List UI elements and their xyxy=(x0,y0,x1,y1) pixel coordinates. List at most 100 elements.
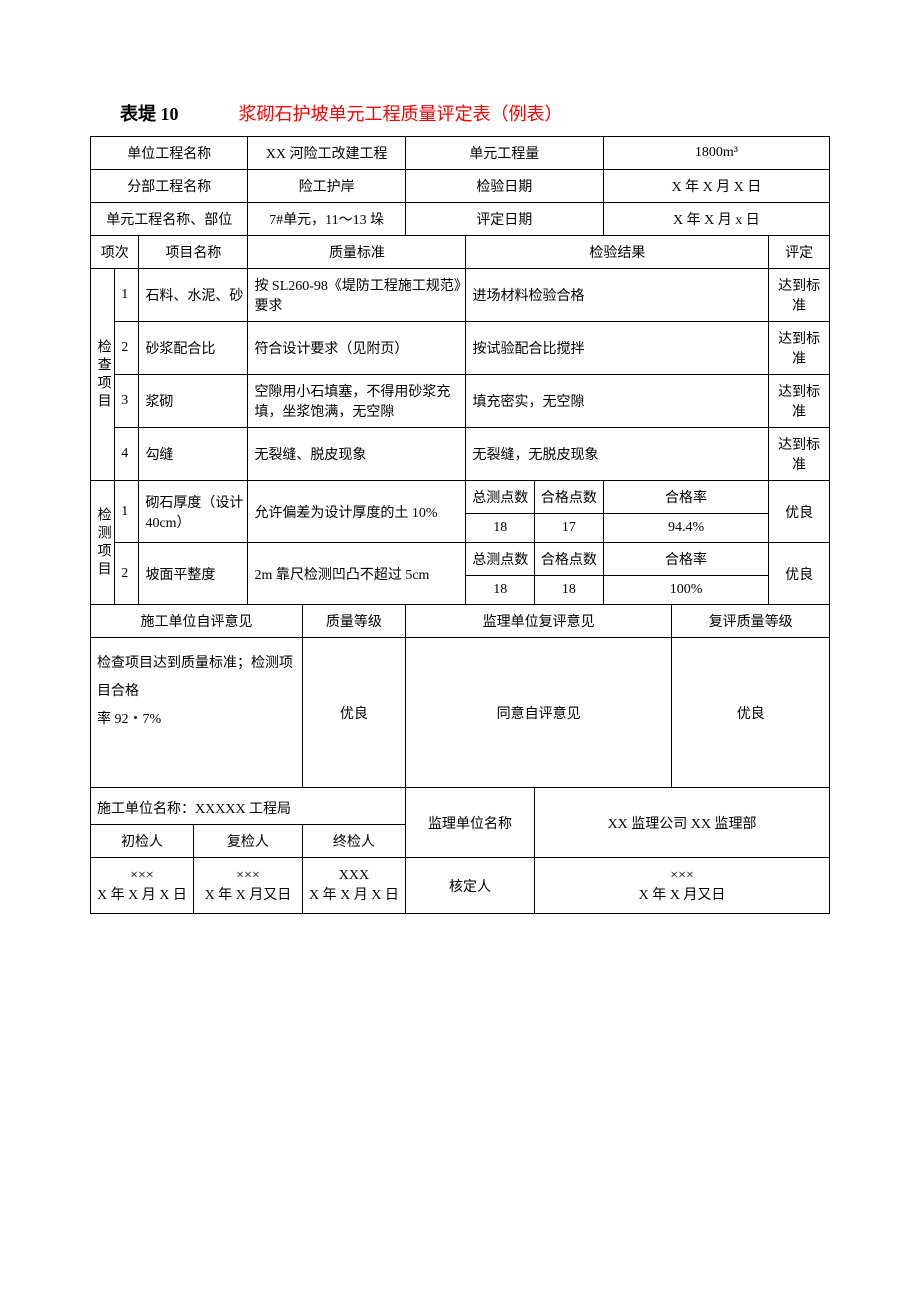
test-section-label: 检测项目 xyxy=(91,481,115,605)
test-1-std: 允许偏差为设计厚度的土 10% xyxy=(248,481,466,543)
test-1-name: 砌石厚度（设计40cm） xyxy=(139,481,248,543)
test-1-rate: 94.4% xyxy=(603,514,769,543)
unit-project-value: XX 河险工改建工程 xyxy=(248,137,405,170)
table-header: 表堤 10 浆砌石护坡单元工程质量评定表（例表） xyxy=(90,100,830,126)
final-label: 终检人 xyxy=(302,825,405,858)
check-row-3: 3 浆砌 空隙用小石填塞，不得用砂浆充填，坐浆饱满，无空隙 填充密实，无空隙 达… xyxy=(91,375,830,428)
contractor-label: 施工单位名称：XXXXX 工程局 xyxy=(91,788,406,825)
check-1-result: 进场材料检验合格 xyxy=(466,269,769,322)
unit-name-value: 7#单元，11～13 垛 xyxy=(248,203,405,236)
sig-verify: ××× X 年 X 月又日 xyxy=(535,858,830,914)
review-grade: 优良 xyxy=(672,638,830,788)
check-row-1: 检查项目 1 石料、水泥、砂 按 SL260-98《堤防工程施工规范》要求 进场… xyxy=(91,269,830,322)
column-header-row: 项次 项目名称 质量标准 检验结果 评定 xyxy=(91,236,830,269)
sig1-date: X 年 X 月 X 日 xyxy=(95,884,189,904)
test-2-rate: 100% xyxy=(603,576,769,605)
check-1-eval: 达到标准 xyxy=(769,269,830,322)
sub-project-label: 分部工程名称 xyxy=(91,170,248,203)
test-row-2a: 2 坡面平整度 2m 靠尺检测凹凸不超过 5cm 总测点数 合格点数 合格率 优… xyxy=(91,543,830,576)
review-grade-label: 复评质量等级 xyxy=(672,605,830,638)
test-1-total: 18 xyxy=(466,514,535,543)
initial-label: 初检人 xyxy=(91,825,194,858)
check-1-n: 1 xyxy=(115,269,139,322)
check-1-name: 石料、水泥、砂 xyxy=(139,269,248,322)
unit-qty-value: 1800m³ xyxy=(603,137,829,170)
check-2-result: 按试验配合比搅拌 xyxy=(466,322,769,375)
info-row-2: 分部工程名称 险工护岸 检验日期 X 年 X 月 X 日 xyxy=(91,170,830,203)
sig3-name: XXX xyxy=(307,868,401,884)
sub-project-value: 险工护岸 xyxy=(248,170,405,203)
sig-recheck: ××× X 年 X 月又日 xyxy=(193,858,302,914)
unit-qty-label: 单元工程量 xyxy=(405,137,603,170)
check-4-result: 无裂缝，无脱皮现象 xyxy=(466,428,769,481)
test-1-n: 1 xyxy=(115,481,139,543)
check-3-eval: 达到标准 xyxy=(769,375,830,428)
check-row-2: 2 砂浆配合比 符合设计要求（见附页） 按试验配合比搅拌 达到标准 xyxy=(91,322,830,375)
check-2-n: 2 xyxy=(115,322,139,375)
test-2-total: 18 xyxy=(466,576,535,605)
check-2-std: 符合设计要求（见附页） xyxy=(248,322,466,375)
test-2-name: 坡面平整度 xyxy=(139,543,248,605)
check-row-4: 4 勾缝 无裂缝、脱皮现象 无裂缝，无脱皮现象 达到标准 xyxy=(91,428,830,481)
col-seq: 项次 xyxy=(91,236,139,269)
unit-project-label: 单位工程名称 xyxy=(91,137,248,170)
table-prefix: 表堤 10 xyxy=(120,100,179,126)
info-row-3: 单元工程名称、部位 7#单元，11～13 垛 评定日期 X 年 X 月 x 日 xyxy=(91,203,830,236)
col-eval: 评定 xyxy=(769,236,830,269)
test-1-rate-label: 合格率 xyxy=(603,481,769,514)
check-section-label: 检查项目 xyxy=(91,269,115,481)
opinion-content-row: 检查项目达到质量标准；检测项目合格 率 92・7% 优良 同意自评意见 优良 xyxy=(91,638,830,788)
verify-label: 核定人 xyxy=(405,858,534,914)
check-1-std: 按 SL260-98《堤防工程施工规范》要求 xyxy=(248,269,466,322)
check-4-n: 4 xyxy=(115,428,139,481)
self-opinion-label: 施工单位自评意见 xyxy=(91,605,303,638)
sig2-date: X 年 X 月又日 xyxy=(198,884,298,904)
signature-row: ××× X 年 X 月 X 日 ××× X 年 X 月又日 XXX X 年 X … xyxy=(91,858,830,914)
eval-date-value: X 年 X 月 x 日 xyxy=(603,203,829,236)
col-name: 项目名称 xyxy=(139,236,248,269)
check-2-name: 砂浆配合比 xyxy=(139,322,248,375)
test-1-pass: 17 xyxy=(535,514,604,543)
sig2-name: ××× xyxy=(198,868,298,884)
test-1-eval: 优良 xyxy=(769,481,830,543)
test-1-total-label: 总测点数 xyxy=(466,481,535,514)
test-2-n: 2 xyxy=(115,543,139,605)
col-result: 检验结果 xyxy=(466,236,769,269)
check-3-name: 浆砌 xyxy=(139,375,248,428)
check-3-std: 空隙用小石填塞，不得用砂浆充填，坐浆饱满，无空隙 xyxy=(248,375,466,428)
sig1-name: ××× xyxy=(95,868,189,884)
check-4-eval: 达到标准 xyxy=(769,428,830,481)
self-opinion-line1: 检查项目达到质量标准；检测项目合格 xyxy=(97,650,298,706)
test-2-std: 2m 靠尺检测凹凸不超过 5cm xyxy=(248,543,466,605)
sig3-date: X 年 X 月 X 日 xyxy=(307,884,401,904)
evaluation-table: 单位工程名称 XX 河险工改建工程 单元工程量 1800m³ 分部工程名称 险工… xyxy=(90,136,830,914)
inspect-date-value: X 年 X 月 X 日 xyxy=(603,170,829,203)
review-opinion-text: 同意自评意见 xyxy=(405,638,672,788)
self-opinion-text: 检查项目达到质量标准；检测项目合格 率 92・7% xyxy=(91,638,303,788)
sig-initial: ××× X 年 X 月 X 日 xyxy=(91,858,194,914)
review-opinion-label: 监理单位复评意见 xyxy=(405,605,672,638)
test-2-total-label: 总测点数 xyxy=(466,543,535,576)
supervisor-label: 监理单位名称 xyxy=(405,788,534,858)
opinion-header-row: 施工单位自评意见 质量等级 监理单位复评意见 复评质量等级 xyxy=(91,605,830,638)
sig4-date: X 年 X 月又日 xyxy=(539,884,825,904)
check-4-name: 勾缝 xyxy=(139,428,248,481)
self-opinion-line2: 率 92・7% xyxy=(97,706,298,734)
check-4-std: 无裂缝、脱皮现象 xyxy=(248,428,466,481)
check-3-result: 填充密实，无空隙 xyxy=(466,375,769,428)
supervisor-value: XX 监理公司 XX 监理部 xyxy=(535,788,830,858)
test-1-pass-label: 合格点数 xyxy=(535,481,604,514)
check-3-n: 3 xyxy=(115,375,139,428)
sig-final: XXX X 年 X 月 X 日 xyxy=(302,858,405,914)
check-2-eval: 达到标准 xyxy=(769,322,830,375)
table-title: 浆砌石护坡单元工程质量评定表（例表） xyxy=(239,100,563,126)
test-2-pass-label: 合格点数 xyxy=(535,543,604,576)
unit-name-label: 单元工程名称、部位 xyxy=(91,203,248,236)
inspect-date-label: 检验日期 xyxy=(405,170,603,203)
col-std: 质量标准 xyxy=(248,236,466,269)
sig4-name: ××× xyxy=(539,868,825,884)
test-2-rate-label: 合格率 xyxy=(603,543,769,576)
info-row-1: 单位工程名称 XX 河险工改建工程 单元工程量 1800m³ xyxy=(91,137,830,170)
eval-date-label: 评定日期 xyxy=(405,203,603,236)
test-2-eval: 优良 xyxy=(769,543,830,605)
